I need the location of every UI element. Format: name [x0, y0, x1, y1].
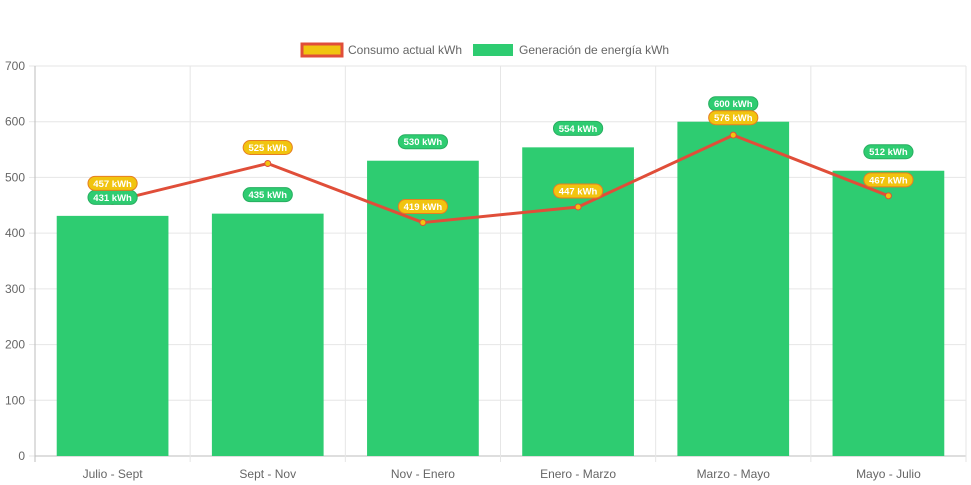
line-data-label-bg	[87, 175, 138, 191]
line-point[interactable]	[729, 131, 737, 139]
line-data-label-text: 525 kWh	[248, 143, 287, 154]
line-data-label: 419 kWh	[397, 199, 449, 215]
bar[interactable]	[211, 213, 324, 456]
consumo-line	[112, 133, 889, 225]
y-tick-label: 300	[5, 282, 25, 296]
bar-data-label-bg	[242, 187, 293, 203]
x-tick-label: Mayo - Julio	[856, 467, 921, 481]
bar-data-label-text: 512 kWh	[869, 147, 908, 158]
line-data-label-text: 419 kWh	[404, 202, 443, 213]
line-data-label-text: 457 kWh	[93, 179, 132, 190]
bar-data-label: 512 kWh	[863, 144, 914, 160]
line-point[interactable]	[419, 219, 427, 227]
bar-data-label: 554 kWh	[552, 120, 604, 136]
bar[interactable]	[56, 215, 169, 456]
y-tick-label: 500	[5, 170, 25, 184]
line-point[interactable]	[574, 203, 582, 211]
line-point[interactable]	[264, 160, 272, 167]
bar-data-label: 431 kWh	[87, 189, 138, 205]
bar-data-label-text: 435 kWh	[248, 190, 287, 201]
line-data-label-bg	[708, 110, 759, 126]
bar-data-label: 600 kWh	[708, 96, 759, 112]
line-data-label-text: 447 kWh	[559, 186, 598, 197]
line-data-label: 576 kWh	[708, 110, 759, 126]
line-data-label: 467 kWh	[863, 172, 914, 188]
legend-swatch-consumo	[300, 42, 344, 58]
y-tick-label: 0	[18, 449, 25, 463]
y-tick-label: 700	[5, 59, 25, 73]
bar-data-label-text: 530 kWh	[404, 137, 443, 148]
line-data-label: 447 kWh	[552, 183, 604, 199]
bar-data-label-bg	[397, 134, 449, 150]
line-data-label-text: 467 kWh	[869, 175, 908, 186]
line-point[interactable]	[884, 192, 892, 200]
legend-label-consumo: Consumo actual kWh	[348, 43, 462, 57]
bar-data-label: 435 kWh	[242, 187, 293, 203]
x-tick-label: Julio - Sept	[83, 467, 144, 481]
grid-lines	[29, 65, 967, 462]
line-data-label-bg	[242, 140, 293, 155]
legend-item-consumo[interactable]: Consumo actual kWh	[300, 42, 462, 58]
y-axis: 0 100 200 300 400 500 600 700	[5, 59, 25, 463]
bar-data-label-text: 600 kWh	[714, 99, 753, 110]
bar-data-label-text: 431 kWh	[93, 193, 132, 204]
y-tick-label: 400	[5, 226, 25, 240]
x-tick-label: Enero - Marzo	[540, 467, 616, 481]
bar[interactable]	[832, 170, 945, 456]
bar[interactable]	[677, 121, 790, 456]
legend-swatch-generacion	[473, 44, 513, 56]
legend-item-generacion[interactable]: Generación de energía kWh	[473, 43, 669, 57]
x-tick-label: Marzo - Mayo	[697, 467, 771, 481]
y-tick-label: 100	[5, 393, 25, 407]
bar-data-label: 530 kWh	[397, 134, 449, 150]
line-data-label-text: 576 kWh	[714, 113, 753, 124]
bar[interactable]	[522, 147, 634, 457]
x-axis: Julio - Sept Sept - Nov Nov - Enero Enero -…	[83, 467, 922, 481]
x-tick-label: Sept - Nov	[239, 467, 296, 481]
bar-data-label-text: 554 kWh	[559, 124, 598, 135]
line-data-label: 525 kWh	[242, 140, 293, 155]
y-tick-label: 600	[5, 115, 25, 129]
bar-data-label-bg	[552, 120, 604, 136]
line-data-label-bg	[863, 172, 914, 188]
line-data-label-bg	[552, 183, 604, 199]
legend-label-generacion: Generación de energía kWh	[519, 43, 669, 57]
line-data-label-bg	[397, 199, 449, 215]
line-data-label: 457 kWh	[87, 175, 138, 191]
data-labels: 431 kWh 457 kWh 435 kWh 525 kWh 530 kWh 419 k…	[87, 96, 914, 215]
bar-data-label-bg	[863, 144, 914, 160]
x-tick-label: Nov - Enero	[391, 467, 455, 481]
y-tick-label: 200	[5, 338, 25, 352]
legend: Consumo actual kWh Generación de energía…	[300, 42, 669, 58]
